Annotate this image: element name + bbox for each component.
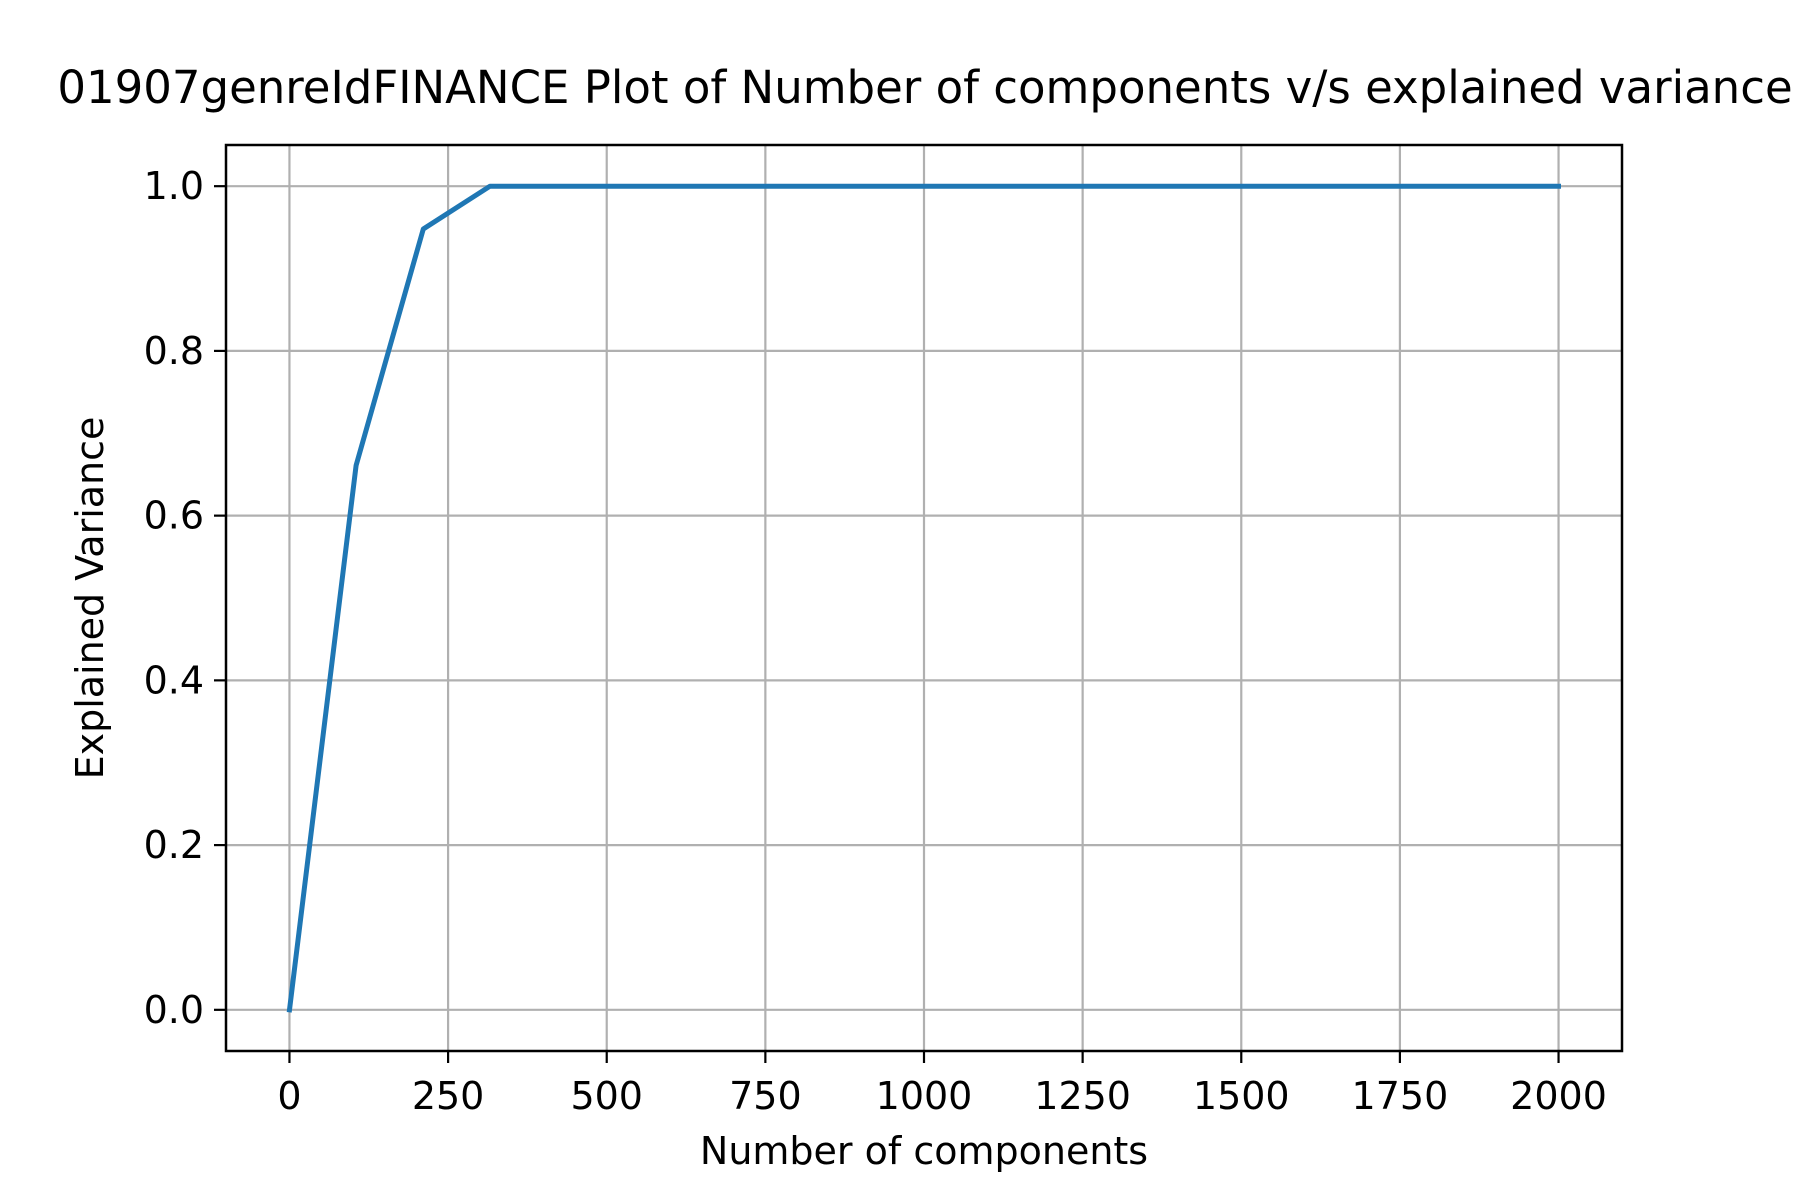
x-axis-label: Number of components [700, 1129, 1148, 1173]
y-axis-label: Explained Variance [68, 417, 112, 780]
x-tick-label: 1000 [876, 1074, 973, 1118]
y-tick-label: 0.2 [144, 823, 204, 867]
x-tick-label: 750 [729, 1074, 802, 1118]
y-tick-label: 0.0 [144, 988, 204, 1032]
chart-title: 01907genreIdFINANCE Plot of Number of co… [57, 61, 1792, 114]
x-tick-label: 1500 [1193, 1074, 1290, 1118]
x-tick-label: 2000 [1510, 1074, 1607, 1118]
x-tick-label: 1750 [1352, 1074, 1449, 1118]
x-tick-label: 500 [570, 1074, 643, 1118]
grid [226, 145, 1622, 1051]
explained-variance-line [286, 183, 1561, 1013]
y-axis-ticks: 0.0 0.2 0.4 0.6 0.8 1.0 [144, 164, 226, 1032]
x-tick-label: 1250 [1034, 1074, 1131, 1118]
series-layer [286, 183, 1561, 1013]
y-tick-label: 1.0 [144, 164, 204, 208]
y-tick-label: 0.6 [144, 494, 204, 538]
x-axis-ticks: 0 250 500 750 1000 1250 1500 1750 2000 [277, 1051, 1607, 1118]
y-tick-label: 0.8 [144, 329, 204, 373]
y-tick-label: 0.4 [144, 658, 204, 702]
x-tick-label: 250 [412, 1074, 485, 1118]
x-tick-label: 0 [277, 1074, 301, 1118]
